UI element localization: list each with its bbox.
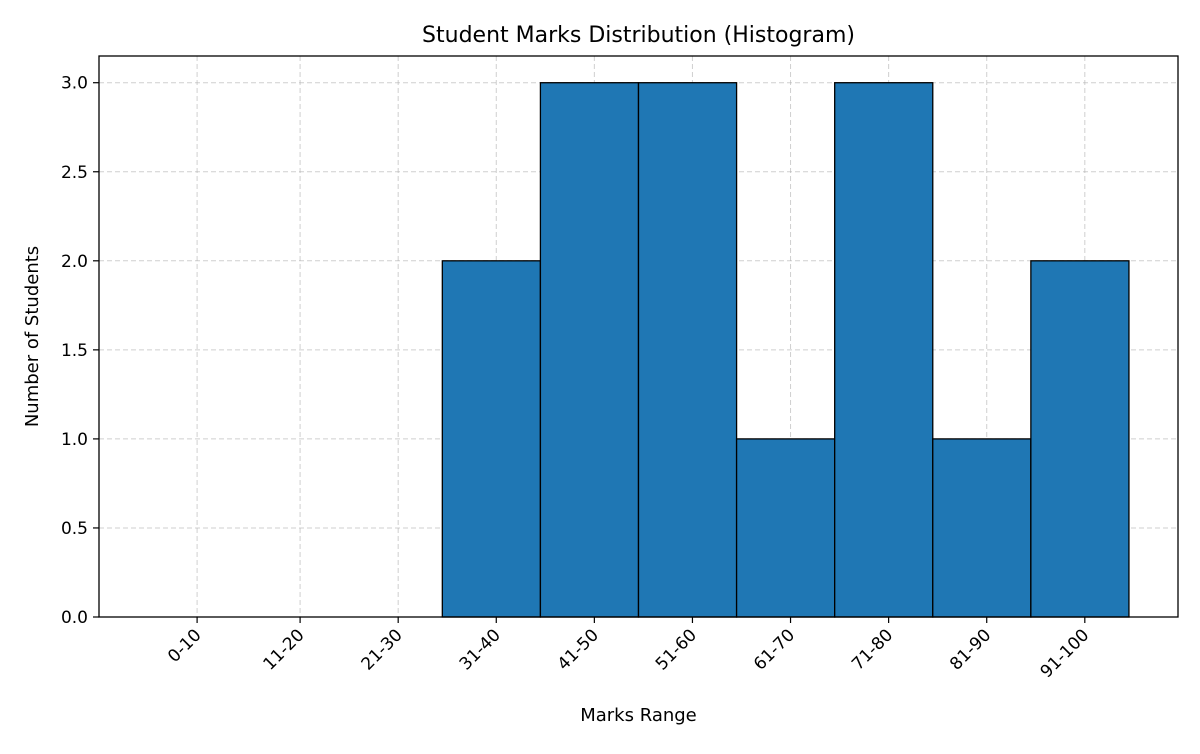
y-tick-label: 3.0: [61, 74, 88, 94]
histogram-bar: [834, 82, 934, 618]
y-tick-label: 1.5: [61, 341, 88, 361]
y-axis-ticks: 0.0 0.5 1.0 1.5 2.0 2.5 3.0: [61, 74, 99, 628]
histogram-bar: [735, 438, 836, 618]
y-axis-label: Number of Students: [22, 246, 43, 427]
histogram-bar: [539, 82, 640, 618]
y-tick-label: 1.0: [61, 430, 88, 450]
plot-frame: [98, 55, 1179, 618]
y-tick-label: 2.5: [61, 163, 88, 183]
y-tick-label: 2.0: [61, 252, 88, 272]
chart-title: Student Marks Distribution (Histogram): [422, 23, 855, 48]
y-tick-label: 0.0: [61, 608, 88, 628]
histogram-bar: [932, 438, 1032, 618]
bars: [441, 82, 1130, 618]
y-tick-label: 0.5: [61, 519, 88, 539]
x-axis-label: Marks Range: [580, 705, 697, 726]
histogram-bar: [637, 82, 738, 618]
histogram-bar: [441, 260, 542, 618]
histogram-bar: [1030, 260, 1130, 618]
